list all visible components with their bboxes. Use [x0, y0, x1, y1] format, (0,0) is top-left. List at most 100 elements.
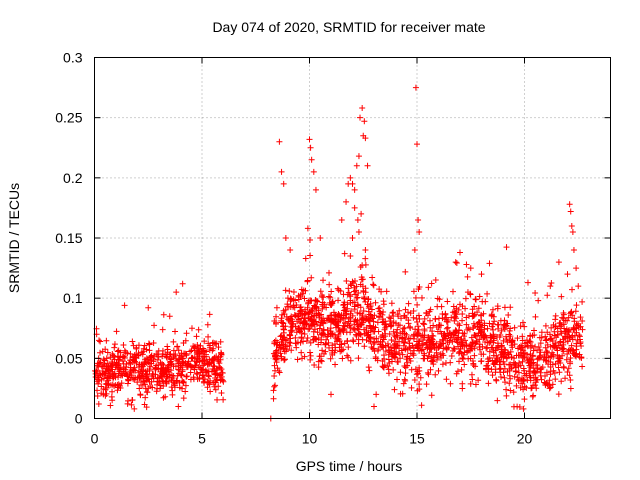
- data-point: [120, 365, 127, 372]
- data-point: [500, 353, 507, 360]
- data-point: [413, 371, 420, 378]
- data-point: [501, 304, 508, 311]
- data-point: [135, 369, 142, 376]
- data-point: [214, 396, 221, 403]
- data-point: [488, 366, 495, 373]
- data-point: [190, 343, 197, 350]
- data-point: [416, 228, 423, 235]
- data-point: [367, 311, 373, 318]
- data-point: [555, 364, 562, 371]
- data-point: [412, 366, 419, 373]
- data-point: [356, 310, 363, 317]
- data-point: [340, 312, 347, 319]
- data-point: [573, 302, 580, 309]
- data-point: [115, 381, 122, 388]
- data-point: [103, 337, 110, 344]
- data-point: [351, 186, 358, 193]
- data-point: [494, 397, 501, 404]
- data-point: [284, 295, 291, 302]
- data-point: [407, 335, 414, 342]
- data-point: [465, 347, 472, 354]
- data-point: [579, 363, 586, 370]
- data-point: [351, 204, 358, 211]
- data-point: [183, 373, 190, 380]
- data-point: [283, 348, 290, 355]
- data-point: [469, 376, 476, 383]
- data-point: [484, 290, 491, 297]
- y-tick-label: 0.25: [55, 110, 82, 126]
- data-point: [537, 366, 544, 373]
- data-point: [355, 228, 362, 235]
- data-point: [385, 343, 392, 350]
- data-point: [476, 319, 483, 326]
- data-point: [481, 320, 488, 327]
- data-point: [467, 380, 474, 387]
- data-point: [415, 342, 422, 349]
- data-point: [574, 322, 581, 329]
- data-point: [129, 338, 136, 345]
- data-point: [392, 340, 399, 347]
- data-point: [306, 136, 313, 143]
- data-point: [368, 344, 375, 351]
- y-tick-label: 0.2: [63, 170, 83, 186]
- data-point: [170, 338, 177, 345]
- data-point: [344, 352, 351, 359]
- data-point: [307, 144, 314, 151]
- data-point: [162, 351, 169, 358]
- data-point: [135, 351, 142, 358]
- data-point: [388, 337, 395, 344]
- data-point: [439, 361, 446, 368]
- data-point: [208, 368, 215, 375]
- data-point: [577, 314, 584, 321]
- data-point: [411, 247, 418, 254]
- data-point: [491, 361, 498, 368]
- data-point: [541, 379, 548, 386]
- data-point: [519, 337, 526, 344]
- data-point: [314, 298, 321, 305]
- data-point: [315, 335, 322, 342]
- data-point: [131, 376, 138, 383]
- data-point: [454, 320, 461, 327]
- data-point: [313, 321, 320, 328]
- data-point: [456, 322, 463, 329]
- data-point: [401, 376, 408, 383]
- data-point: [558, 378, 565, 385]
- data-point: [444, 330, 451, 337]
- axis-ticks: 0 5 10 15 20 0 0.05 0.1 0.15 0.2 0.25 0.3: [55, 50, 611, 447]
- data-point: [371, 403, 377, 410]
- data-point: [100, 391, 107, 398]
- data-point: [481, 333, 488, 340]
- data-point: [462, 337, 469, 344]
- data-point: [572, 352, 579, 359]
- data-point: [544, 292, 551, 299]
- data-point: [470, 360, 477, 367]
- data-point: [312, 297, 319, 304]
- data-point: [555, 259, 562, 266]
- data-point: [307, 356, 314, 363]
- data-point: [114, 348, 121, 355]
- data-point: [288, 296, 295, 303]
- data-point: [444, 339, 451, 346]
- data-point: [488, 313, 495, 320]
- data-point: [207, 388, 214, 395]
- data-point: [406, 340, 413, 347]
- data-point: [182, 388, 189, 395]
- data-point: [206, 381, 213, 388]
- data-point: [564, 350, 571, 357]
- data-point: [355, 355, 362, 362]
- data-point: [158, 373, 165, 380]
- data-point: [397, 369, 404, 376]
- data-point: [566, 334, 573, 341]
- data-point: [495, 342, 502, 349]
- data-point: [287, 340, 294, 346]
- data-point: [457, 249, 463, 256]
- data-point: [524, 357, 531, 364]
- data-point: [196, 353, 203, 360]
- data-point: [505, 311, 512, 318]
- data-point: [401, 324, 408, 331]
- data-point: [159, 326, 166, 333]
- data-point: [273, 347, 280, 354]
- data-point: [415, 216, 422, 223]
- data-point: [498, 327, 505, 334]
- data-point: [564, 338, 571, 345]
